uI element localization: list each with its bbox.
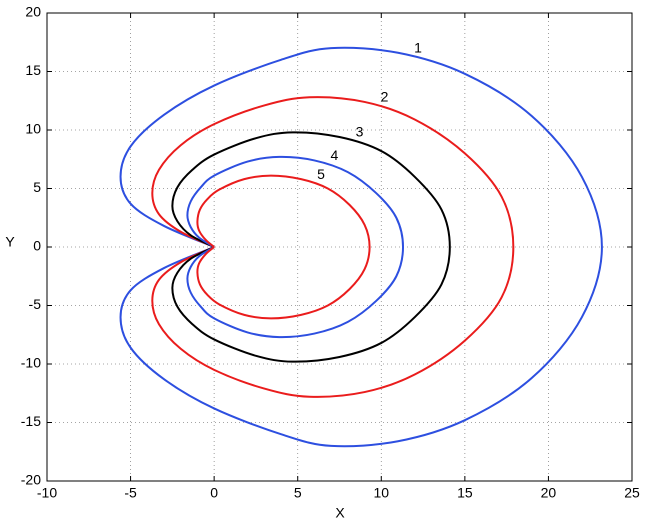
x-tick-label: -5 <box>124 485 137 501</box>
curve <box>151 96 515 398</box>
curve-label: 4 <box>331 147 339 163</box>
curve-label: 5 <box>317 166 325 182</box>
curve <box>171 131 451 363</box>
plot-frame <box>46 12 633 482</box>
curve-label: 1 <box>414 39 422 55</box>
x-tick-label: 25 <box>624 485 640 501</box>
x-tick-label: -10 <box>37 485 57 501</box>
x-tick-label: 5 <box>294 485 302 501</box>
y-tick-label: 15 <box>25 62 41 78</box>
x-tick-label: 0 <box>210 485 218 501</box>
y-axis-label: Y <box>5 234 15 250</box>
x-tick-label: 10 <box>373 485 389 501</box>
y-tick-label: 0 <box>33 238 41 254</box>
curve-label: 3 <box>356 124 364 140</box>
y-tick-label: -5 <box>29 296 42 312</box>
x-axis-label: X <box>335 505 345 521</box>
y-tick-label: -15 <box>21 413 41 429</box>
curve <box>196 174 371 320</box>
x-tick-label: 20 <box>541 485 557 501</box>
x-tick-label: 15 <box>457 485 473 501</box>
y-tick-label: 20 <box>25 4 41 20</box>
curve <box>119 46 603 448</box>
y-tick-label: 5 <box>33 179 41 195</box>
y-tick-label: -20 <box>21 472 41 488</box>
y-tick-label: 10 <box>25 121 41 137</box>
y-tick-label: -10 <box>21 355 41 371</box>
curve <box>186 155 405 339</box>
curve-label: 2 <box>381 89 389 105</box>
